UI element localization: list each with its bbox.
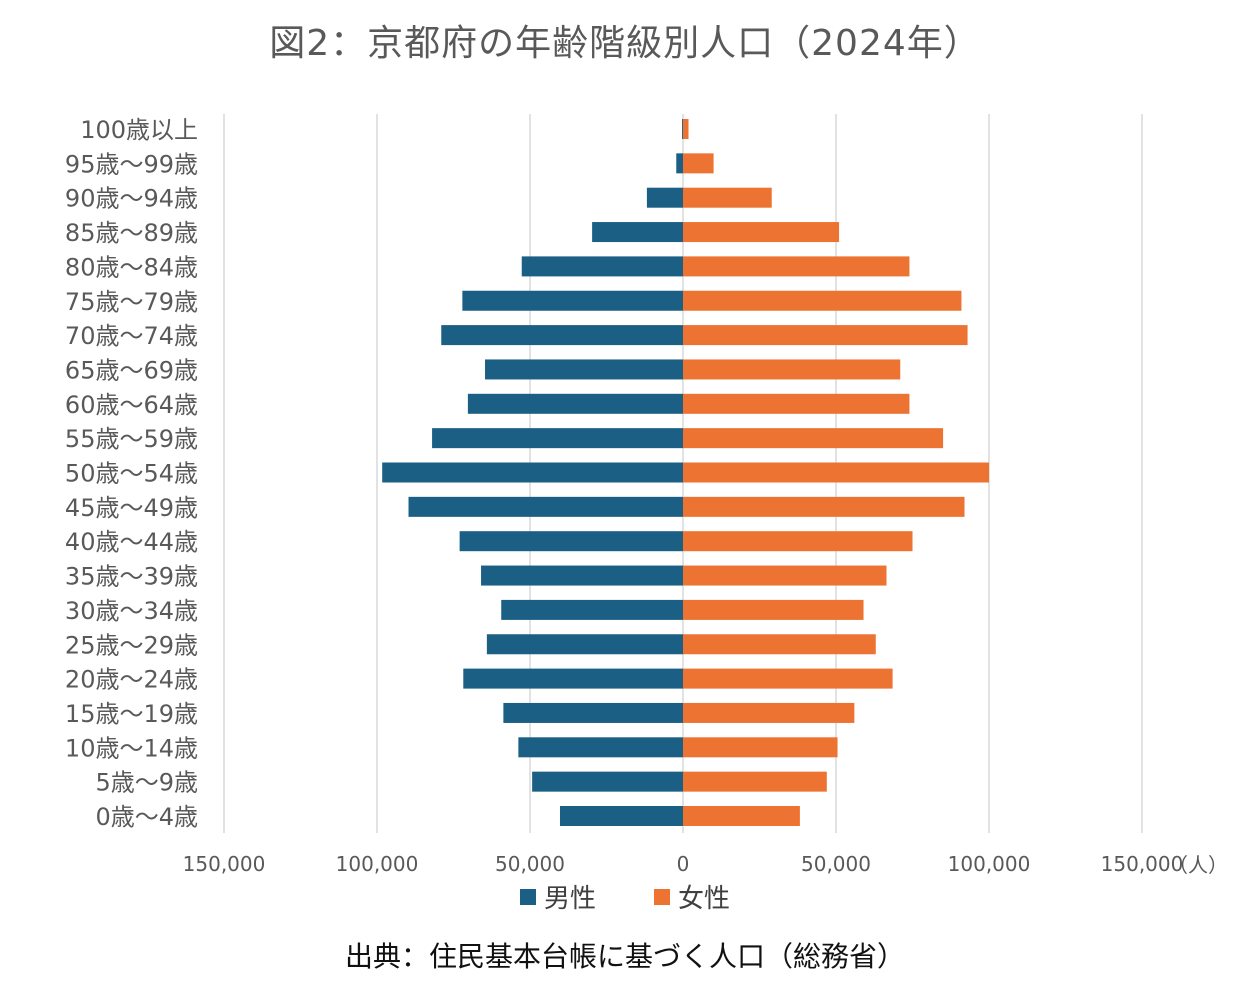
- bar-female-9: [683, 428, 944, 449]
- bar-female-6: [683, 325, 968, 346]
- category-label-20: 0歳～4歳: [95, 803, 198, 831]
- category-label-19: 5歳～9歳: [95, 769, 198, 797]
- bar-male-15: [486, 634, 683, 655]
- bar-female-15: [683, 634, 876, 655]
- category-label-8: 60歳～64歳: [65, 391, 198, 419]
- bar-male-14: [501, 599, 683, 620]
- bar-female-3: [683, 222, 840, 243]
- bar-female-10: [683, 462, 989, 483]
- bar-male-20: [559, 806, 683, 826]
- category-label-0: 100歳以上: [80, 116, 198, 144]
- legend-item-female: 女性: [654, 878, 730, 915]
- bar-male-8: [467, 393, 683, 414]
- x-tick-label-2: 50,000: [495, 852, 565, 876]
- bar-male-0: [682, 119, 683, 139]
- bar-male-11: [408, 496, 683, 517]
- bar-female-13: [683, 565, 887, 586]
- x-tick-label-3: 0: [677, 852, 690, 876]
- bar-female-4: [683, 256, 910, 277]
- bar-female-1: [683, 153, 714, 174]
- bar-male-10: [382, 462, 683, 483]
- legend-item-male: 男性: [519, 878, 596, 915]
- x-tick-label-1: 100,000: [336, 852, 419, 876]
- bar-female-14: [683, 599, 864, 620]
- bar-female-0: [683, 119, 689, 139]
- category-label-15: 25歳～29歳: [65, 631, 198, 659]
- bar-male-17: [503, 702, 683, 723]
- bar-female-8: [683, 393, 910, 414]
- bar-female-19: [683, 771, 827, 792]
- bar-male-5: [462, 290, 683, 311]
- unit-label: （人）: [1168, 853, 1228, 877]
- bar-male-12: [459, 531, 683, 552]
- category-label-9: 55歳～59歳: [65, 425, 198, 453]
- legend-swatch-male: [519, 888, 536, 905]
- x-tick-label-6: 150,000: [1101, 852, 1184, 876]
- bars: [382, 119, 989, 826]
- x-tick-label-5: 100,000: [948, 852, 1031, 876]
- category-label-18: 10歳～14歳: [65, 734, 198, 762]
- bar-male-7: [485, 359, 683, 380]
- bar-male-1: [676, 153, 683, 174]
- category-label-12: 40歳～44歳: [65, 528, 198, 556]
- x-tick-labels: 150,000 100,000 50,000 0 50,000 100,000 150,00…: [183, 852, 1184, 876]
- bar-female-2: [683, 187, 772, 208]
- bar-male-19: [532, 771, 683, 792]
- bar-female-17: [683, 702, 855, 723]
- bar-female-7: [683, 359, 901, 380]
- bar-male-9: [432, 428, 683, 449]
- bar-female-18: [683, 737, 838, 758]
- legend: 男性 女性: [0, 878, 1250, 915]
- legend-swatch-female: [654, 888, 670, 905]
- bar-male-16: [463, 668, 683, 689]
- bar-female-11: [683, 496, 965, 517]
- bar-male-4: [521, 256, 683, 277]
- bar-male-2: [646, 187, 683, 208]
- category-label-16: 20歳～24歳: [65, 666, 198, 694]
- bar-male-18: [518, 737, 683, 758]
- category-label-13: 35歳～39歳: [65, 563, 198, 591]
- bar-female-20: [683, 806, 800, 826]
- chart-title: 図2：京都府の年齢階級別人口（2024年）: [269, 23, 981, 64]
- bar-male-13: [481, 565, 683, 586]
- source-note: 出典：住民基本台帳に基づく人口（総務省）: [344, 940, 905, 973]
- category-label-4: 80歳～84歳: [65, 253, 198, 281]
- bar-female-5: [683, 290, 962, 311]
- category-labels: 100歳以上 95歳～99歳 90歳～94歳 85歳～89歳 80歳～84歳 75歳～79…: [65, 116, 198, 831]
- category-label-2: 90歳～94歳: [65, 185, 198, 213]
- x-tick-label-4: 50,000: [801, 852, 871, 876]
- category-label-7: 65歳～69歳: [65, 356, 198, 384]
- legend-label-female: 女性: [678, 884, 731, 914]
- bar-female-16: [683, 668, 893, 689]
- bar-male-3: [592, 222, 683, 243]
- category-label-10: 50歳～54歳: [65, 460, 198, 488]
- legend-label-male: 男性: [543, 884, 596, 914]
- bar-male-6: [441, 325, 683, 346]
- category-label-11: 45歳～49歳: [65, 494, 198, 522]
- category-label-6: 70歳～74歳: [65, 322, 198, 350]
- category-label-3: 85歳～89歳: [65, 219, 198, 247]
- bar-female-12: [683, 531, 913, 552]
- category-label-14: 30歳～34歳: [65, 597, 198, 625]
- category-label-1: 95歳～99歳: [65, 150, 198, 178]
- category-label-17: 15歳～19歳: [65, 700, 198, 728]
- category-label-5: 75歳～79歳: [65, 288, 198, 316]
- x-tick-label-0: 150,000: [183, 852, 266, 876]
